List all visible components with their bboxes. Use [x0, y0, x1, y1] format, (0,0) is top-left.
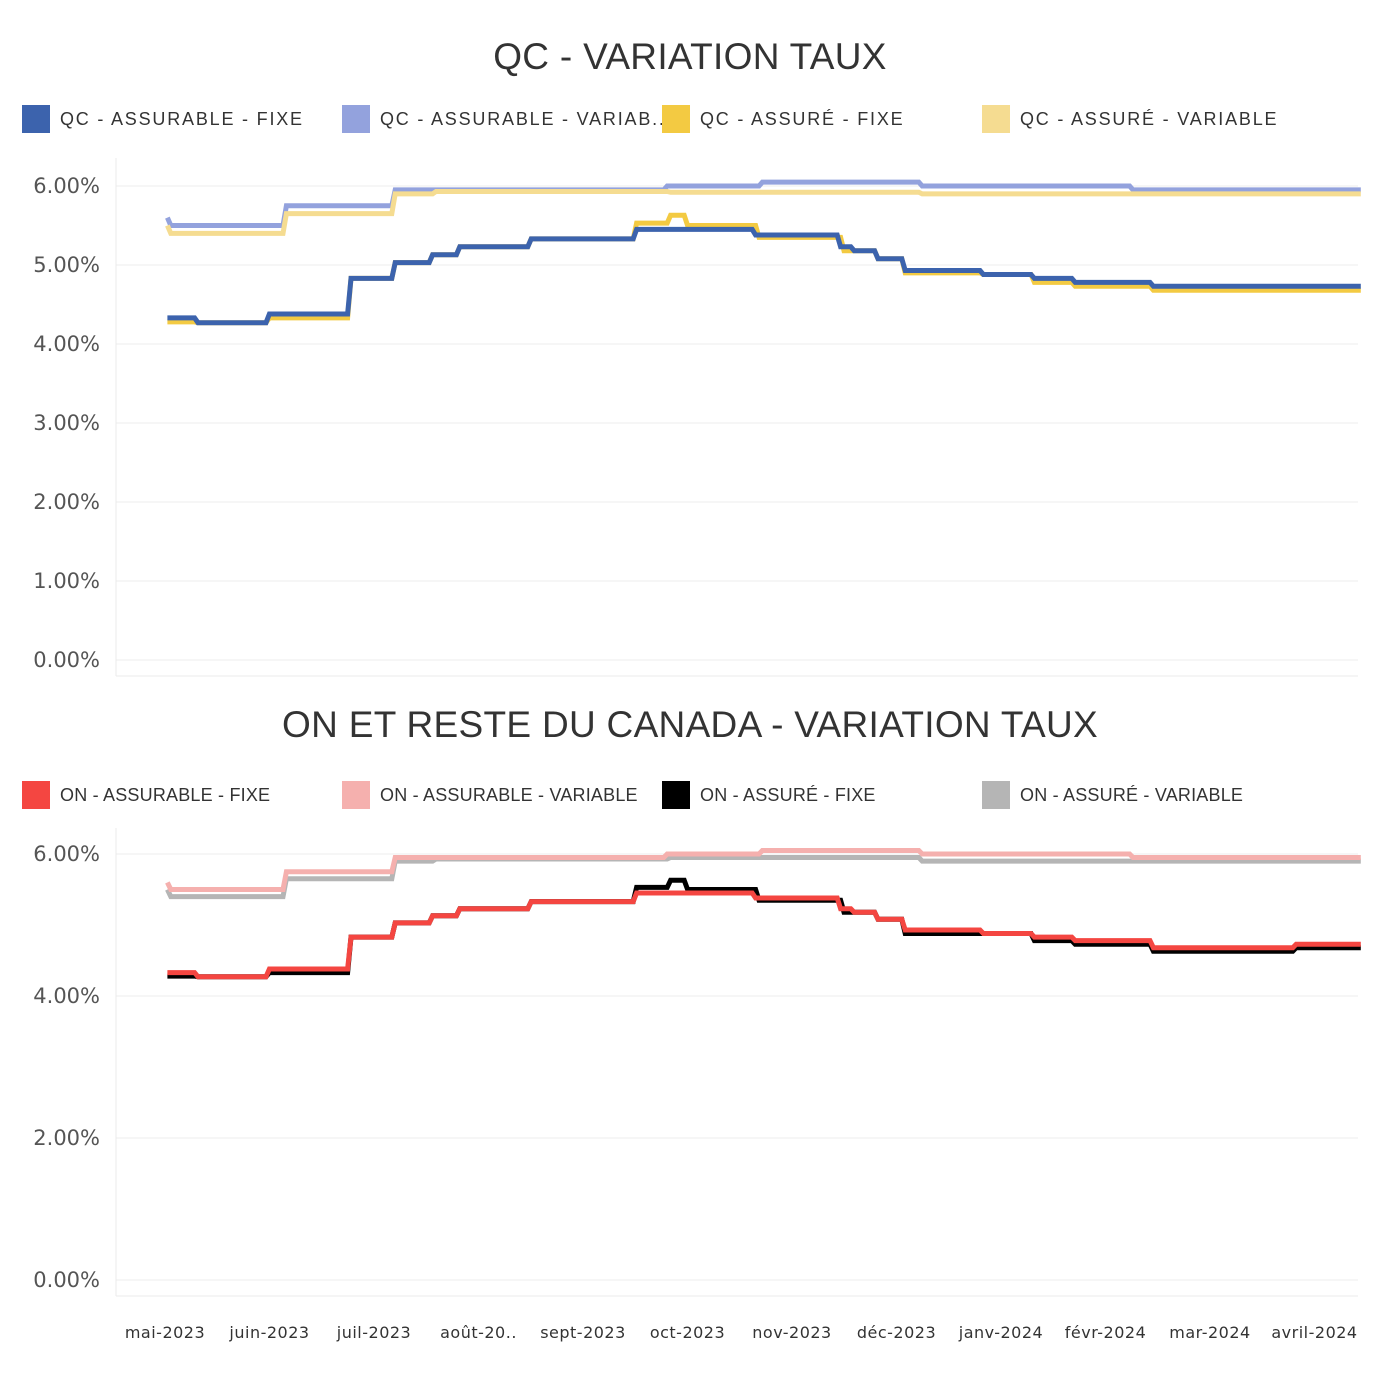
legend-swatch [22, 105, 50, 133]
x-tick-label: juil-2023 [336, 1323, 411, 1342]
plot-panel-1: 0.00% 2.00% 4.00% 6.00% [33, 828, 1361, 1297]
x-tick-label: févr-2024 [1065, 1323, 1147, 1342]
legend-item-on-assurable-fixe[interactable]: ON - ASSURABLE - FIXE [22, 780, 270, 810]
legend-label: ON - ASSURABLE - VARIABLE [380, 784, 638, 805]
on-legend: ON - ASSURABLE - FIXE ON - ASSURABLE - V… [22, 780, 1362, 810]
series-line-1-3[interactable] [167, 890, 1361, 980]
x-tick-label: août-20.. [440, 1323, 517, 1342]
legend-label: QC - ASSURÉ - FIXE [700, 108, 905, 129]
y-tick-label: 5.00% [33, 253, 100, 277]
legend-item-qc-assurable-variable[interactable]: QC - ASSURABLE - VARIAB.. [342, 104, 666, 134]
legend-swatch [22, 781, 50, 809]
x-tick-label: déc-2023 [857, 1323, 936, 1342]
legend-item-qc-assure-variable[interactable]: QC - ASSURÉ - VARIABLE [982, 104, 1278, 134]
legend-swatch [982, 781, 1010, 809]
legend-item-on-assurable-variable[interactable]: ON - ASSURABLE - VARIABLE [342, 780, 638, 810]
legend-swatch [662, 105, 690, 133]
legend-swatch [662, 781, 690, 809]
legend-item-qc-assurable-fixe[interactable]: QC - ASSURABLE - FIXE [22, 104, 304, 134]
x-tick-label: mar-2024 [1169, 1323, 1250, 1342]
legend-item-on-assure-variable[interactable]: ON - ASSURÉ - VARIABLE [982, 780, 1243, 810]
legend-item-on-assure-fixe[interactable]: ON - ASSURÉ - FIXE [662, 780, 876, 810]
x-tick-label: nov-2023 [752, 1323, 831, 1342]
legend-label: QC - ASSURÉ - VARIABLE [1020, 108, 1279, 129]
qc-chart-title: QC - VARIATION TAUX [493, 36, 887, 77]
y-tick-label: 2.00% [33, 1126, 100, 1150]
legend-label: QC - ASSURABLE - VARIAB.. [380, 108, 666, 129]
x-tick-label: janv-2024 [958, 1323, 1043, 1342]
x-tick-label: mai-2023 [125, 1323, 205, 1342]
on-chart-title: ON ET RESTE DU CANADA - VARIATION TAUX [282, 704, 1098, 745]
x-tick-label: sept-2023 [540, 1323, 626, 1342]
series-line-1-0[interactable] [165, 855, 1361, 900]
x-tick-label: oct-2023 [650, 1323, 725, 1342]
series-line-0-3[interactable] [167, 226, 1361, 326]
legend-label: ON - ASSURÉ - FIXE [700, 784, 876, 805]
legend-item-qc-assure-fixe[interactable]: QC - ASSURÉ - FIXE [662, 104, 904, 134]
x-tick-label: juin-2023 [228, 1323, 309, 1342]
y-tick-label: 6.00% [33, 842, 100, 866]
legend-swatch [982, 105, 1010, 133]
y-tick-label: 0.00% [33, 1268, 100, 1292]
y-tick-label: 1.00% [33, 569, 100, 593]
y-tick-label: 0.00% [33, 648, 100, 672]
y-tick-label: 6.00% [33, 174, 100, 198]
legend-label: ON - ASSURÉ - VARIABLE [1020, 784, 1244, 805]
legend-swatch [342, 105, 370, 133]
y-tick-label: 3.00% [33, 411, 100, 435]
series-line-0-1[interactable] [165, 189, 1361, 236]
legend-swatch [342, 781, 370, 809]
x-axis-ticks: mai-2023 juin-2023 juil-2023 août-20.. sept-… [125, 1323, 1357, 1342]
y-tick-label: 4.00% [33, 984, 100, 1008]
x-tick-label: avril-2024 [1271, 1323, 1357, 1342]
legend-label: QC - ASSURABLE - FIXE [60, 108, 304, 129]
plot-panel-0: 0.00% 1.00% 2.00% 3.00% 4.00% 5.00% 6.00% [33, 158, 1361, 677]
legend-label: ON - ASSURABLE - FIXE [60, 784, 271, 805]
series-line-1-1[interactable] [165, 848, 1361, 892]
y-tick-label: 2.00% [33, 490, 100, 514]
series-line-0-0[interactable] [165, 179, 1361, 228]
qc-legend: QC - ASSURABLE - FIXE QC - ASSURABLE - V… [22, 104, 1362, 134]
y-tick-label: 4.00% [33, 332, 100, 356]
